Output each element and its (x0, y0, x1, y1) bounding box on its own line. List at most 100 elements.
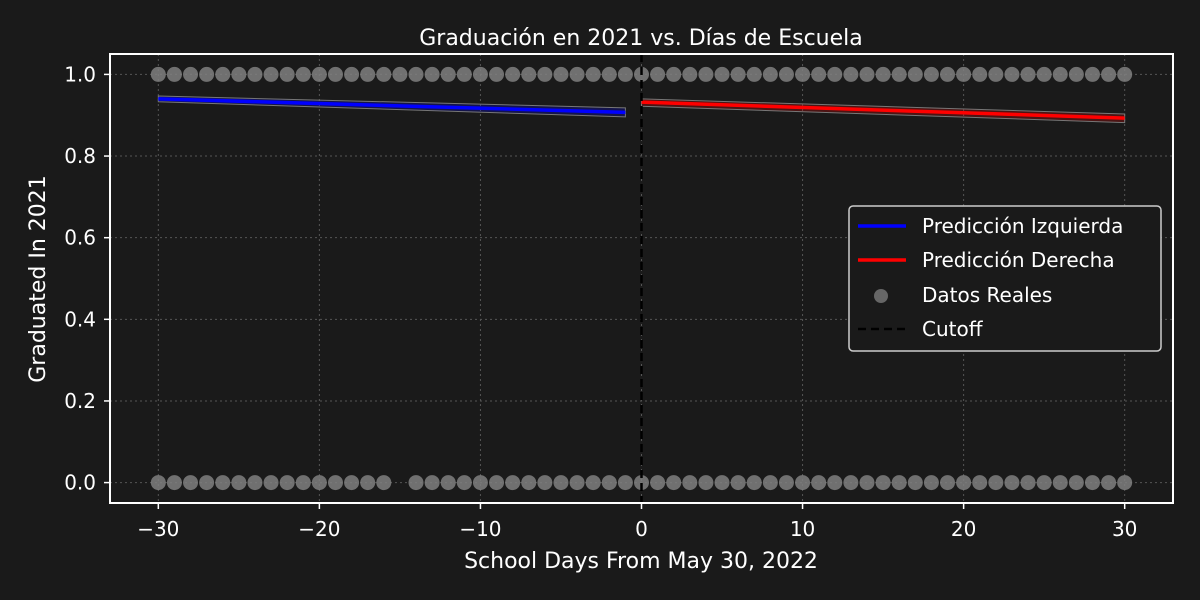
data-point (295, 66, 311, 82)
data-point (746, 66, 762, 82)
data-point (231, 66, 247, 82)
data-point (263, 475, 279, 491)
data-point (472, 475, 488, 491)
x-tick-label: 20 (951, 517, 976, 541)
y-tick-label: 0.0 (64, 471, 96, 495)
data-point (456, 66, 472, 82)
data-point (424, 66, 440, 82)
data-point (891, 66, 907, 82)
data-point (795, 475, 811, 491)
right-prediction-line (641, 100, 1125, 120)
data-point (1084, 475, 1100, 491)
data-point (778, 66, 794, 82)
data-point (521, 66, 537, 82)
data-point (666, 475, 682, 491)
data-point (891, 475, 907, 491)
legend-box (848, 205, 1162, 352)
y-tick-label: 1.0 (64, 62, 96, 86)
data-point (327, 475, 343, 491)
x-tick-label: 30 (1112, 517, 1137, 541)
data-point (1036, 475, 1052, 491)
data-point (601, 475, 617, 491)
data-point (1117, 66, 1133, 82)
legend-label-left-prediction: Predicción Izquierda (922, 214, 1123, 238)
data-point (617, 66, 633, 82)
data-point (698, 475, 714, 491)
data-point (344, 475, 360, 491)
prediction-lines (158, 97, 1125, 120)
data-point (907, 475, 923, 491)
chart-title: Graduación en 2021 vs. Días de Escuela (419, 26, 863, 51)
data-point (311, 66, 327, 82)
data-point (811, 66, 827, 82)
data-point (505, 475, 521, 491)
data-point (972, 475, 988, 491)
data-point (585, 66, 601, 82)
data-point (199, 475, 215, 491)
x-axis-label: School Days From May 30, 2022 (464, 549, 818, 574)
data-point (1036, 66, 1052, 82)
y-tick-label: 0.6 (64, 226, 96, 250)
y-axis-ticks: 0.0 0.2 0.4 0.6 0.8 1.0 (64, 62, 110, 495)
data-point (505, 66, 521, 82)
data-point (150, 66, 166, 82)
data-point (1068, 475, 1084, 491)
y-tick-label: 0.2 (64, 389, 96, 413)
data-point (940, 66, 956, 82)
data-point (698, 66, 714, 82)
data-point (424, 475, 440, 491)
data-point (1020, 66, 1036, 82)
data-point (762, 475, 778, 491)
data-point (1101, 475, 1117, 491)
data-point (327, 66, 343, 82)
data-point (650, 475, 666, 491)
legend-label-cutoff: Cutoff (922, 317, 984, 341)
data-point (569, 475, 585, 491)
data-point (489, 475, 505, 491)
data-point (859, 475, 875, 491)
data-point (360, 475, 376, 491)
data-point (1101, 66, 1117, 82)
data-point (778, 475, 794, 491)
data-point (956, 475, 972, 491)
x-tick-label: 0 (635, 517, 648, 541)
data-point (215, 475, 231, 491)
data-point (827, 66, 843, 82)
x-axis-ticks: −30 −20 −10 0 10 20 30 (137, 503, 1137, 541)
x-tick-label: 10 (790, 517, 815, 541)
data-point (682, 475, 698, 491)
data-point (456, 475, 472, 491)
data-point (408, 475, 424, 491)
legend-swatch-actual-data (874, 289, 888, 303)
data-point (1068, 66, 1084, 82)
data-point (311, 475, 327, 491)
data-point (440, 475, 456, 491)
data-point (1020, 475, 1036, 491)
data-point (183, 66, 199, 82)
data-point (843, 66, 859, 82)
data-point (923, 66, 939, 82)
x-tick-label: −10 (459, 517, 501, 541)
data-point (279, 66, 295, 82)
data-points (150, 66, 1133, 491)
data-point (360, 66, 376, 82)
y-tick-label: 0.8 (64, 144, 96, 168)
data-point (859, 66, 875, 82)
data-point (714, 475, 730, 491)
x-tick-label: −30 (137, 517, 179, 541)
data-point (231, 475, 247, 491)
data-point (392, 66, 408, 82)
data-point (521, 475, 537, 491)
data-point (923, 475, 939, 491)
data-point (1084, 66, 1100, 82)
legend: Predicción Izquierda Predicción Derecha … (848, 205, 1162, 352)
data-point (762, 66, 778, 82)
data-point (553, 66, 569, 82)
data-point (199, 66, 215, 82)
data-point (263, 66, 279, 82)
data-point (537, 475, 553, 491)
data-point (972, 66, 988, 82)
data-point (150, 475, 166, 491)
data-point (1004, 66, 1020, 82)
